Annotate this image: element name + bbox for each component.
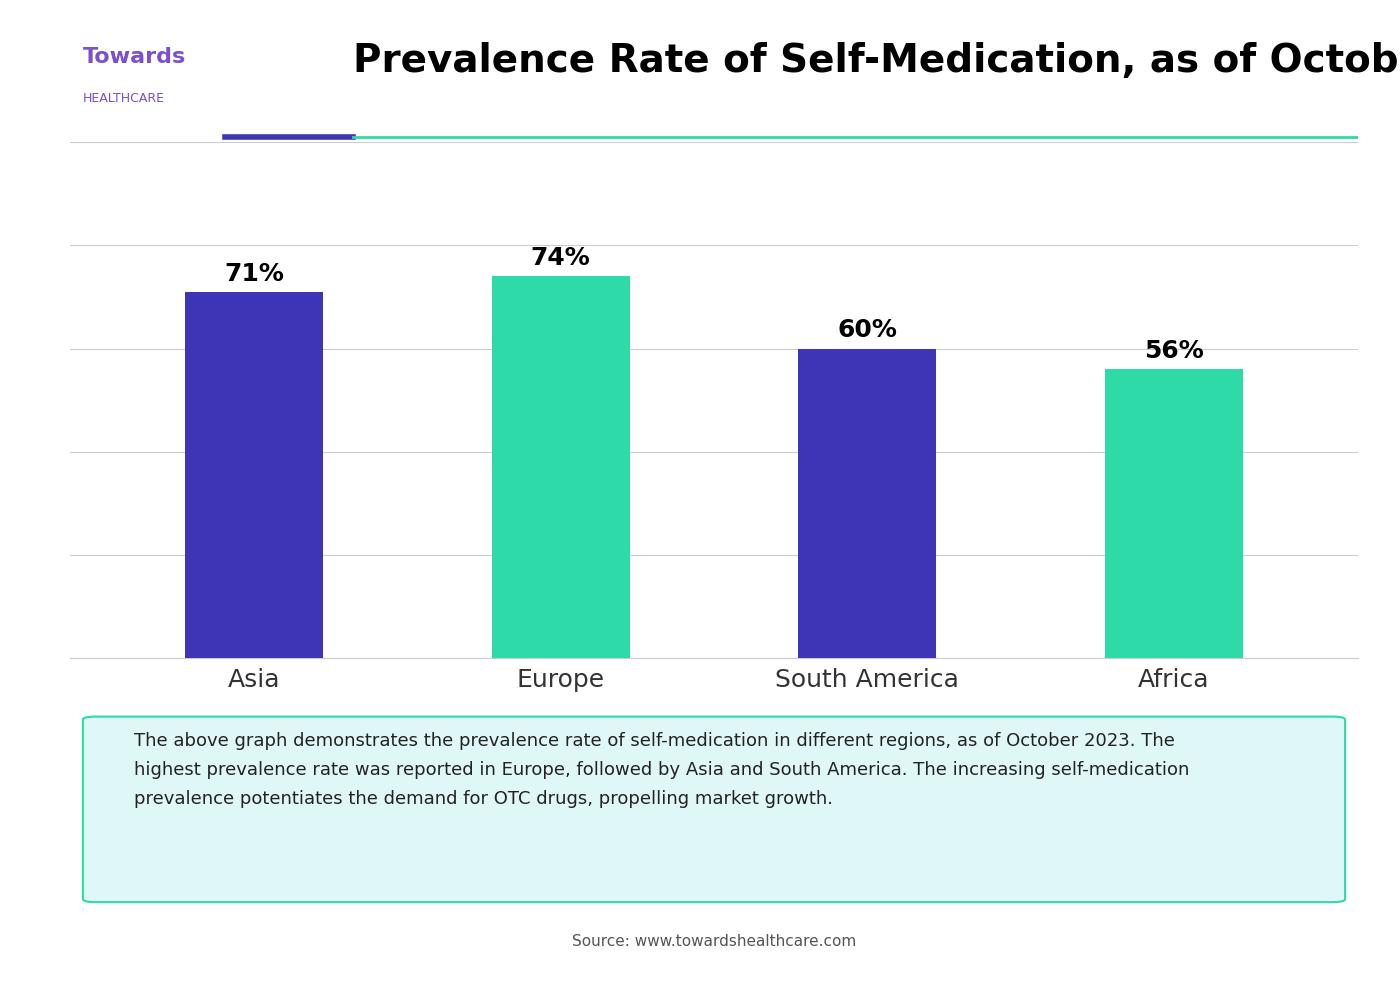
Bar bbox=[185, 292, 323, 658]
FancyBboxPatch shape bbox=[83, 717, 1345, 902]
Text: HEALTHCARE: HEALTHCARE bbox=[83, 92, 165, 105]
Bar bbox=[491, 276, 630, 658]
Text: Prevalence Rate of Self-Medication, as of October 2023: Prevalence Rate of Self-Medication, as o… bbox=[353, 43, 1400, 81]
Text: 74%: 74% bbox=[531, 246, 591, 270]
Text: The above graph demonstrates the prevalence rate of self-medication in different: The above graph demonstrates the prevale… bbox=[134, 732, 1190, 809]
Text: Source: www.towardshealthcare.com: Source: www.towardshealthcare.com bbox=[571, 933, 857, 948]
Bar bbox=[798, 349, 937, 658]
Text: 71%: 71% bbox=[224, 261, 284, 286]
Text: 60%: 60% bbox=[837, 318, 897, 342]
Text: 56%: 56% bbox=[1144, 339, 1204, 363]
Text: Towards: Towards bbox=[83, 47, 186, 67]
Bar bbox=[1105, 369, 1243, 658]
